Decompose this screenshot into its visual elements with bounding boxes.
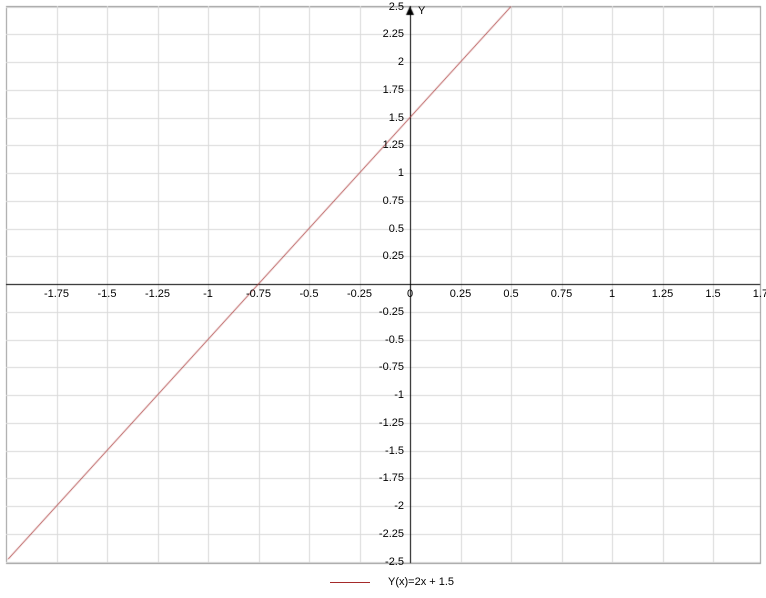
y-tick-label: -0.75 xyxy=(379,361,404,373)
x-tick-label: -1.75 xyxy=(44,288,69,300)
y-tick-label: -1 xyxy=(394,389,404,401)
x-tick-label: 1 xyxy=(609,288,615,300)
y-tick-label: 2 xyxy=(398,56,404,68)
y-tick-label: 1 xyxy=(398,167,404,179)
y-tick-label: -2 xyxy=(394,500,404,512)
x-tick-label: -0.25 xyxy=(347,288,372,300)
y-tick-label: 2.5 xyxy=(389,1,404,13)
x-tick-label: -1 xyxy=(203,288,213,300)
x-tick-label: 0.25 xyxy=(450,288,471,300)
y-tick-label: 0.5 xyxy=(389,223,404,235)
x-tick-label: 1.5 xyxy=(705,288,720,300)
y-axis-title: Y xyxy=(418,5,425,17)
y-tick-label: -0.25 xyxy=(379,306,404,318)
y-tick-label: -2.25 xyxy=(379,528,404,540)
legend-label: Y(x)=2x + 1.5 xyxy=(388,576,454,588)
y-tick-label: 1.75 xyxy=(383,84,404,96)
x-tick-label: -0.75 xyxy=(246,288,271,300)
y-tick-label: 2.25 xyxy=(383,28,404,40)
y-tick-label: -1.5 xyxy=(385,445,404,457)
x-tick-label: 1.75 xyxy=(753,288,766,300)
x-tick-label: 0.5 xyxy=(503,288,518,300)
y-tick-label: 0.75 xyxy=(383,195,404,207)
legend-swatch xyxy=(330,582,370,583)
x-tick-label: 0 xyxy=(407,288,413,300)
y-tick-label: 1.5 xyxy=(389,112,404,124)
x-tick-label: -1.5 xyxy=(98,288,117,300)
x-tick-label: 0.75 xyxy=(551,288,572,300)
y-tick-label: 0.25 xyxy=(383,250,404,262)
y-tick-label: -1.75 xyxy=(379,472,404,484)
y-tick-label: -0.5 xyxy=(385,334,404,346)
x-tick-label: -0.5 xyxy=(300,288,319,300)
y-tick-label: -1.25 xyxy=(379,417,404,429)
y-tick-label: 1.25 xyxy=(383,139,404,151)
x-tick-label: 1.25 xyxy=(652,288,673,300)
y-tick-label: -2.5 xyxy=(385,556,404,568)
x-tick-label: -1.25 xyxy=(145,288,170,300)
